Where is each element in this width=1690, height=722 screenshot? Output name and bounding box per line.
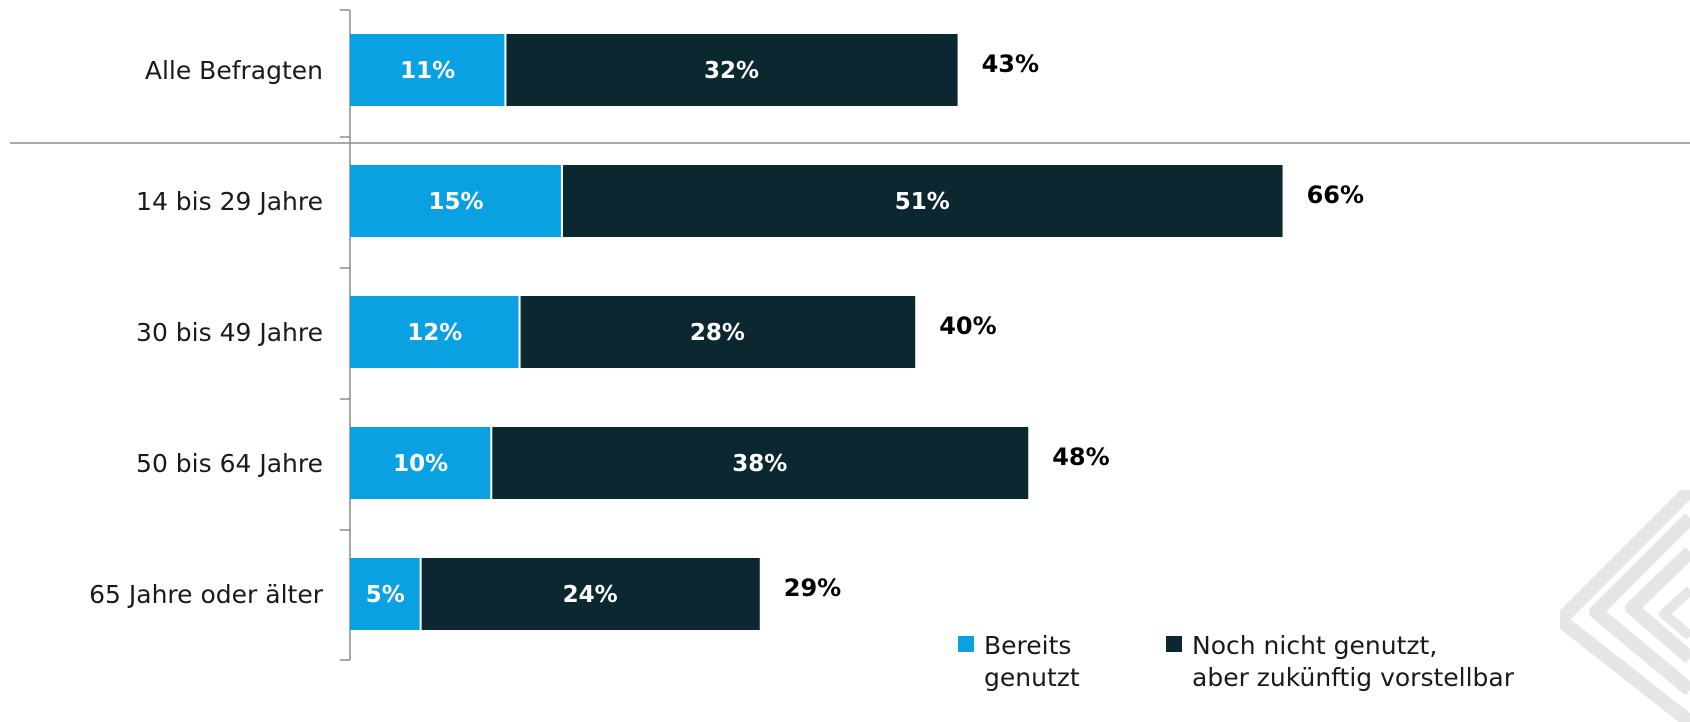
category-label-1: 14 bis 29 Jahre [136,187,323,216]
bar-segment-label-1-1: 51% [895,189,950,215]
legend-swatch-used [958,636,974,652]
bar-segment-label-1-2: 28% [690,320,745,346]
bar-segment-label-0-3: 10% [393,451,448,477]
bar-segment-1-4 [420,558,760,630]
bar-segment-label-0-0: 11% [400,58,455,84]
bar-segment-0-4 [350,558,421,630]
bar-segment-label-1-3: 38% [732,451,787,477]
bar-segment-1-3 [491,427,1029,499]
bar-total-label-4: 29% [784,574,841,602]
legend-swatch-not-used [1166,636,1182,652]
legend-item-not-used: Noch nicht genutzt, aber zukünftig vorst… [1166,630,1514,694]
bar-segment-label-0-4: 5% [366,582,405,608]
bar-total-label-2: 40% [939,312,996,340]
bar-segment-label-1-0: 32% [704,58,759,84]
bar-segment-0-0 [350,34,506,106]
bar-segment-label-1-4: 24% [563,582,618,608]
legend-label-used: Bereits genutzt [984,631,1080,692]
bar-total-label-3: 48% [1052,443,1109,471]
category-label-2: 30 bis 49 Jahre [136,318,323,347]
document-logo-watermark-icon [1560,490,1690,722]
category-label-4: 65 Jahre oder älter [89,580,324,609]
labels: Alle Befragten 11% 32% 43% 14 bis 29 Jahre 15… [89,50,1364,609]
bar-segment-1-2 [519,296,916,368]
bar-total-label-0: 43% [982,50,1039,78]
bar-segment-1-0 [505,34,958,106]
legend-item-used: Bereits genutzt [958,630,1080,694]
category-label-3: 50 bis 64 Jahre [136,449,323,478]
bar-segment-0-2 [350,296,520,368]
bars [350,34,1283,630]
bar-segment-label-0-2: 12% [407,320,462,346]
bar-total-label-1: 66% [1307,181,1364,209]
bar-segment-1-1 [561,165,1283,237]
bar-segment-label-0-1: 15% [428,189,483,215]
category-label-0: Alle Befragten [145,56,323,85]
bar-segment-0-3 [350,427,492,499]
category-axis [340,9,351,661]
legend-label-not-used: Noch nicht genutzt, aber zukünftig vorst… [1192,631,1515,692]
bar-segment-0-1 [350,165,562,237]
